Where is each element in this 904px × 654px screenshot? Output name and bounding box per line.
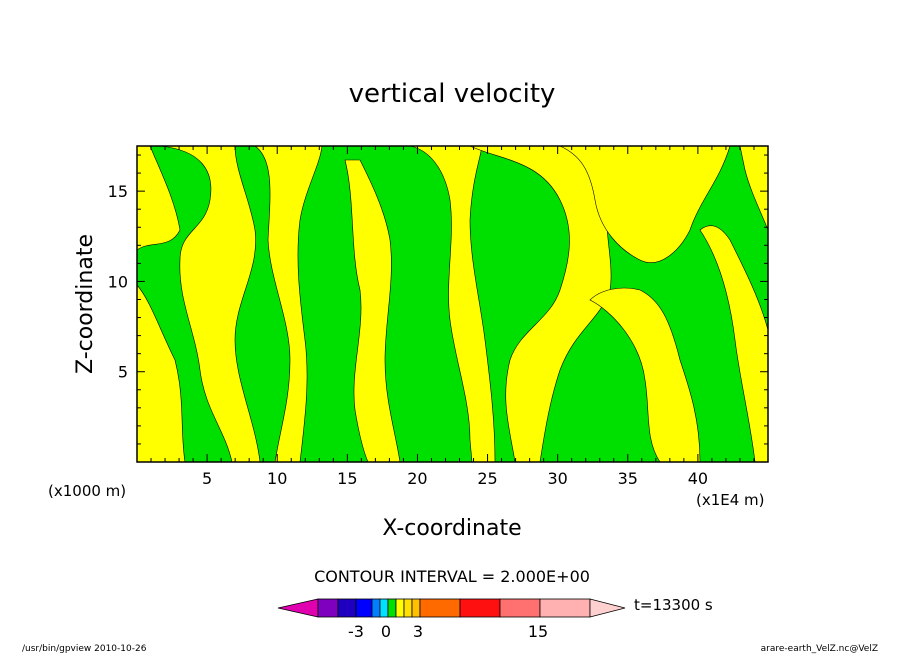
contour-interval-label: CONTOUR INTERVAL = 2.000E+00 <box>314 567 590 586</box>
x-tick-label: 35 <box>618 469 638 488</box>
colorbar-swatch <box>317 598 339 618</box>
chart-title: vertical velocity <box>349 79 556 109</box>
contour-band-10 <box>699 225 769 463</box>
y-tick-label: 10 <box>108 272 128 291</box>
colorbar-swatch <box>379 598 389 618</box>
colorbar-swatch <box>355 598 373 618</box>
contour-band-1 <box>136 145 181 251</box>
colorbar-swatch <box>395 598 405 618</box>
x-tick-label: 10 <box>267 469 287 488</box>
contour-band-3 <box>159 145 261 463</box>
colorbar-tick-label: 3 <box>413 622 423 641</box>
colorbar-tick-label: -3 <box>348 622 364 641</box>
x-tick-label: 30 <box>547 469 567 488</box>
x-tick-label: 15 <box>337 469 357 488</box>
velocity-contour-fill <box>136 145 769 463</box>
colorbar-swatch <box>419 598 461 618</box>
x-tick-label: 20 <box>407 469 427 488</box>
y-unit-label: (x1000 m) <box>48 482 126 500</box>
axis-ticks: 5 10 15 20 25 30 35 40 5 10 15 <box>108 146 768 488</box>
colorbar-swatch <box>371 598 381 618</box>
colorbar: -3 0 3 15 <box>277 598 626 641</box>
y-axis-label: Z-coordinate <box>73 234 98 374</box>
colorbar-swatch <box>337 598 357 618</box>
colorbar-swatch <box>403 598 413 618</box>
time-label: t=13300 s <box>634 596 713 614</box>
y-tick-label: 15 <box>108 182 128 201</box>
footer-left: /usr/bin/gpview 2010-10-26 <box>22 644 147 654</box>
colorbar-swatch <box>411 598 421 618</box>
colorbar-swatch <box>539 598 591 618</box>
colorbar-swatch <box>459 598 501 618</box>
x-tick-label: 5 <box>202 469 212 488</box>
plot-frame <box>136 145 769 463</box>
colorbar-tick-label: 0 <box>381 622 391 641</box>
footer-right: arare-earth_VelZ.nc@VelZ <box>761 644 878 654</box>
contour-band-2 <box>136 284 186 463</box>
colorbar-arrow-right <box>589 598 626 618</box>
colorbar-tick-label: 15 <box>528 622 548 641</box>
plot-area: 5 10 15 20 25 30 35 40 5 10 15 <box>108 145 769 488</box>
x-axis-label: X-coordinate <box>382 516 521 541</box>
contour-band-8 <box>559 145 731 263</box>
x-unit-label: (x1E4 m) <box>696 491 765 509</box>
x-tick-label: 40 <box>688 469 708 488</box>
contour-band-9 <box>589 287 701 463</box>
colorbar-arrow-left <box>277 598 319 618</box>
y-tick-label: 5 <box>118 363 128 382</box>
colorbar-swatch <box>387 598 397 618</box>
colorbar-swatch <box>499 598 541 618</box>
x-tick-label: 25 <box>477 469 497 488</box>
